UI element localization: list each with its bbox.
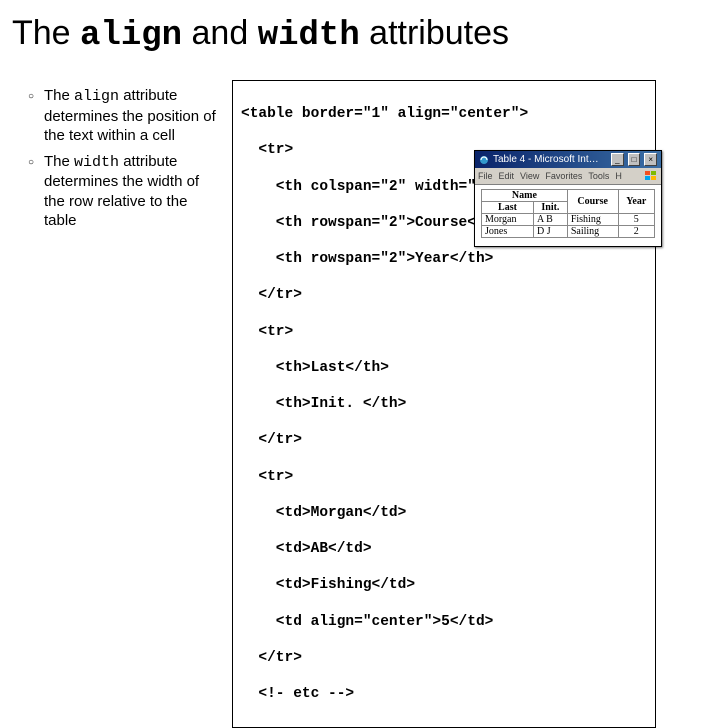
td-last: Jones: [482, 226, 534, 238]
title-t1: The: [12, 14, 80, 52]
bullet-code: width: [74, 154, 119, 171]
list-item: ○ The align attribute determines the pos…: [28, 86, 218, 146]
ie-body: Name Course Year Last Init. Morgan A B F…: [475, 185, 661, 246]
slide-title: The align and width attributes: [12, 14, 509, 55]
th-name: Name: [482, 190, 568, 202]
title-t3: attributes: [360, 14, 509, 52]
table-row: Jones D J Sailing 2: [482, 226, 655, 238]
table-row: Name Course Year: [482, 190, 655, 202]
preview-table: Name Course Year Last Init. Morgan A B F…: [481, 189, 655, 238]
ring-bullet-icon: ○: [28, 86, 44, 146]
bullet-pre: The: [44, 87, 74, 104]
title-m2: width: [258, 17, 360, 55]
title-m1: align: [80, 17, 182, 55]
menu-item-favorites[interactable]: Favorites: [545, 171, 582, 181]
ie-window: Table 4 - Microsoft Internet Explorer _ …: [474, 150, 662, 247]
td-last: Morgan: [482, 214, 534, 226]
code-line: <td>AB</td>: [241, 540, 647, 558]
close-button[interactable]: ×: [644, 153, 657, 166]
td-course: Fishing: [567, 214, 618, 226]
menu-item-edit[interactable]: Edit: [499, 171, 515, 181]
ie-menubar: File Edit View Favorites Tools H: [475, 168, 661, 185]
th-course: Course: [567, 190, 618, 214]
code-line: <td align="center">5</td>: [241, 613, 647, 631]
td-init: D J: [533, 226, 567, 238]
ie-title: Table 4 - Microsoft Internet Explorer: [493, 154, 603, 165]
table-row: Morgan A B Fishing 5: [482, 214, 655, 226]
code-line: <td>Fishing</td>: [241, 576, 647, 594]
bullet-text: The width attribute determines the width…: [44, 152, 218, 231]
menu-item-file[interactable]: File: [478, 171, 493, 181]
code-line: <table border="1" align="center">: [241, 105, 647, 123]
bullet-pre: The: [44, 153, 74, 170]
maximize-button[interactable]: □: [628, 153, 641, 166]
minimize-button[interactable]: _: [611, 153, 624, 166]
code-line: </tr>: [241, 649, 647, 667]
code-line: </tr>: [241, 286, 647, 304]
windows-logo-icon: [644, 170, 658, 182]
code-line: <!- etc -->: [241, 685, 647, 703]
code-line: </tr>: [241, 431, 647, 449]
menu-item-tools[interactable]: Tools: [588, 171, 609, 181]
td-year: 2: [618, 226, 654, 238]
td-course: Sailing: [567, 226, 618, 238]
ie-titlebar[interactable]: Table 4 - Microsoft Internet Explorer _ …: [475, 151, 661, 168]
ie-icon: [479, 155, 489, 165]
bullet-code: align: [74, 88, 119, 105]
bullet-text: The align attribute determines the posit…: [44, 86, 218, 146]
td-year: 5: [618, 214, 654, 226]
bullet-list: ○ The align attribute determines the pos…: [28, 86, 218, 237]
list-item: ○ The width attribute determines the wid…: [28, 152, 218, 231]
ring-bullet-icon: ○: [28, 152, 44, 231]
code-line: <tr>: [241, 323, 647, 341]
code-line: <th rowspan="2">Year</th>: [241, 250, 647, 268]
code-line: <tr>: [241, 468, 647, 486]
code-line: <th>Init. </th>: [241, 395, 647, 413]
code-line: <td>Morgan</td>: [241, 504, 647, 522]
th-last: Last: [482, 202, 534, 214]
menu-item-help[interactable]: H: [615, 171, 622, 181]
td-init: A B: [533, 214, 567, 226]
th-year: Year: [618, 190, 654, 214]
title-t2: and: [182, 14, 258, 52]
menu-item-view[interactable]: View: [520, 171, 539, 181]
th-init: Init.: [533, 202, 567, 214]
code-line: <th>Last</th>: [241, 359, 647, 377]
